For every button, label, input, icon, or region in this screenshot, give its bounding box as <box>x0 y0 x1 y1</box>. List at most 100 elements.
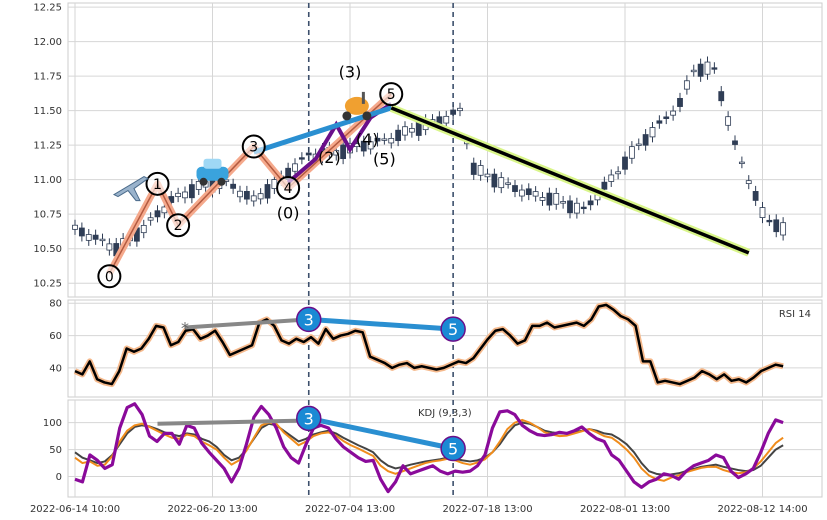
x-tick-label: 2022-06-14 10:00 <box>30 504 120 515</box>
wave-marker <box>379 82 404 107</box>
candle-body <box>443 115 450 124</box>
candle-body <box>677 97 683 107</box>
candle-body <box>718 91 725 102</box>
candle-body <box>505 182 512 185</box>
candle-body <box>85 234 92 241</box>
candle-body <box>195 180 202 190</box>
candle-body <box>642 134 649 146</box>
candle-body <box>601 181 608 190</box>
wave-marker <box>166 213 191 238</box>
candle-body <box>367 141 374 150</box>
wave-label: 4 <box>284 181 293 197</box>
sub-wave-label: (3) <box>339 63 362 82</box>
candle-body <box>525 188 532 196</box>
candle-body <box>608 174 615 182</box>
candle-body <box>395 129 402 142</box>
y-tick-label: 11.50 <box>33 106 62 117</box>
trend-line-down <box>390 106 750 255</box>
wave-marker <box>241 134 266 159</box>
candle-body <box>340 144 347 160</box>
candle-body <box>484 173 491 178</box>
candle-body <box>773 219 780 233</box>
kdj-title: KDJ (9,3,3) <box>418 408 472 419</box>
candle-body <box>305 152 312 156</box>
candle-body <box>292 163 298 172</box>
y-tick-label: 11.00 <box>33 175 62 186</box>
candle-body <box>182 191 188 199</box>
candle-body <box>656 120 663 124</box>
candle-body <box>491 173 498 188</box>
candle-body <box>381 138 388 141</box>
candle-body <box>780 222 787 236</box>
x-tick-label: 2022-07-18 13:00 <box>442 504 532 515</box>
kdj-panel: 0 50 100 3 5 <box>43 399 823 498</box>
rsi-line <box>74 303 784 386</box>
candle-body <box>738 161 745 164</box>
candle-body <box>402 126 408 136</box>
candle-body <box>243 190 250 200</box>
y-tick-label: 11.25 <box>33 141 62 152</box>
wave-label: 3 <box>249 140 258 156</box>
candle-body <box>759 207 766 218</box>
candle-body <box>230 183 237 189</box>
kdj-d-line <box>74 418 784 482</box>
candle-body <box>567 200 573 214</box>
candle-body <box>257 193 264 200</box>
wave-marker <box>145 171 170 196</box>
candle-body <box>512 185 518 192</box>
kdj-marker <box>296 405 322 432</box>
wave-marker <box>97 264 122 289</box>
kdj-trend-gray <box>157 418 309 426</box>
candle-body <box>622 156 628 170</box>
rsi-title: RSI 14 <box>779 309 811 320</box>
candle-body <box>154 210 161 218</box>
candle-body <box>78 227 85 237</box>
star-marker: * <box>181 318 189 337</box>
candle-body <box>518 189 525 197</box>
sub-wave-label: (0) <box>277 203 300 222</box>
candle-body <box>408 128 415 133</box>
candle-body <box>92 234 99 240</box>
x-tick-label: 2022-08-01 13:00 <box>580 504 670 515</box>
candle-body <box>374 137 381 142</box>
candle-body <box>140 224 147 234</box>
rsi-marker <box>440 316 466 342</box>
candle-body <box>704 61 711 75</box>
kdj-marker-label: 5 <box>448 440 458 459</box>
airplane-icon <box>112 176 149 202</box>
rsi-trend-blue <box>308 316 454 332</box>
scooter-icon <box>342 91 372 121</box>
candle-body <box>360 140 367 152</box>
y-tick-label: 40 <box>49 363 62 374</box>
candle-body <box>690 69 697 73</box>
y-tick-label: 11.75 <box>33 72 62 83</box>
sub-wave-label: (2) <box>318 148 341 167</box>
candle-body <box>237 190 243 198</box>
panel-frame <box>67 2 823 298</box>
y-tick-label: 80 <box>49 299 62 310</box>
candle-body <box>697 63 704 77</box>
candle-body <box>188 184 195 199</box>
wave-marker <box>276 175 301 200</box>
kdj-trend-blue <box>308 415 454 451</box>
kdj-marker-label: 3 <box>304 409 314 428</box>
candle-body <box>553 193 560 205</box>
wave-path <box>108 93 392 274</box>
x-tick-label: 2022-08-12 14:00 <box>717 504 807 515</box>
candle-body <box>546 192 553 206</box>
y-tick-label: 10.25 <box>33 279 62 290</box>
x-tick-label: 2022-06-20 13:00 <box>167 504 257 515</box>
candle-body <box>752 191 759 201</box>
sub-wave-label: (5) <box>373 149 396 168</box>
rsi-marker <box>296 306 322 333</box>
candle-body <box>470 162 477 175</box>
candle-body <box>649 127 656 138</box>
wave-label: 1 <box>153 177 162 193</box>
rsi-trend-gray <box>184 317 309 330</box>
rsi-marker-label: 3 <box>304 310 314 329</box>
wave-label: 5 <box>387 87 396 103</box>
y-tick-label: 10.75 <box>33 210 62 221</box>
candle-body <box>670 110 677 116</box>
y-tick-label: 60 <box>49 331 62 342</box>
